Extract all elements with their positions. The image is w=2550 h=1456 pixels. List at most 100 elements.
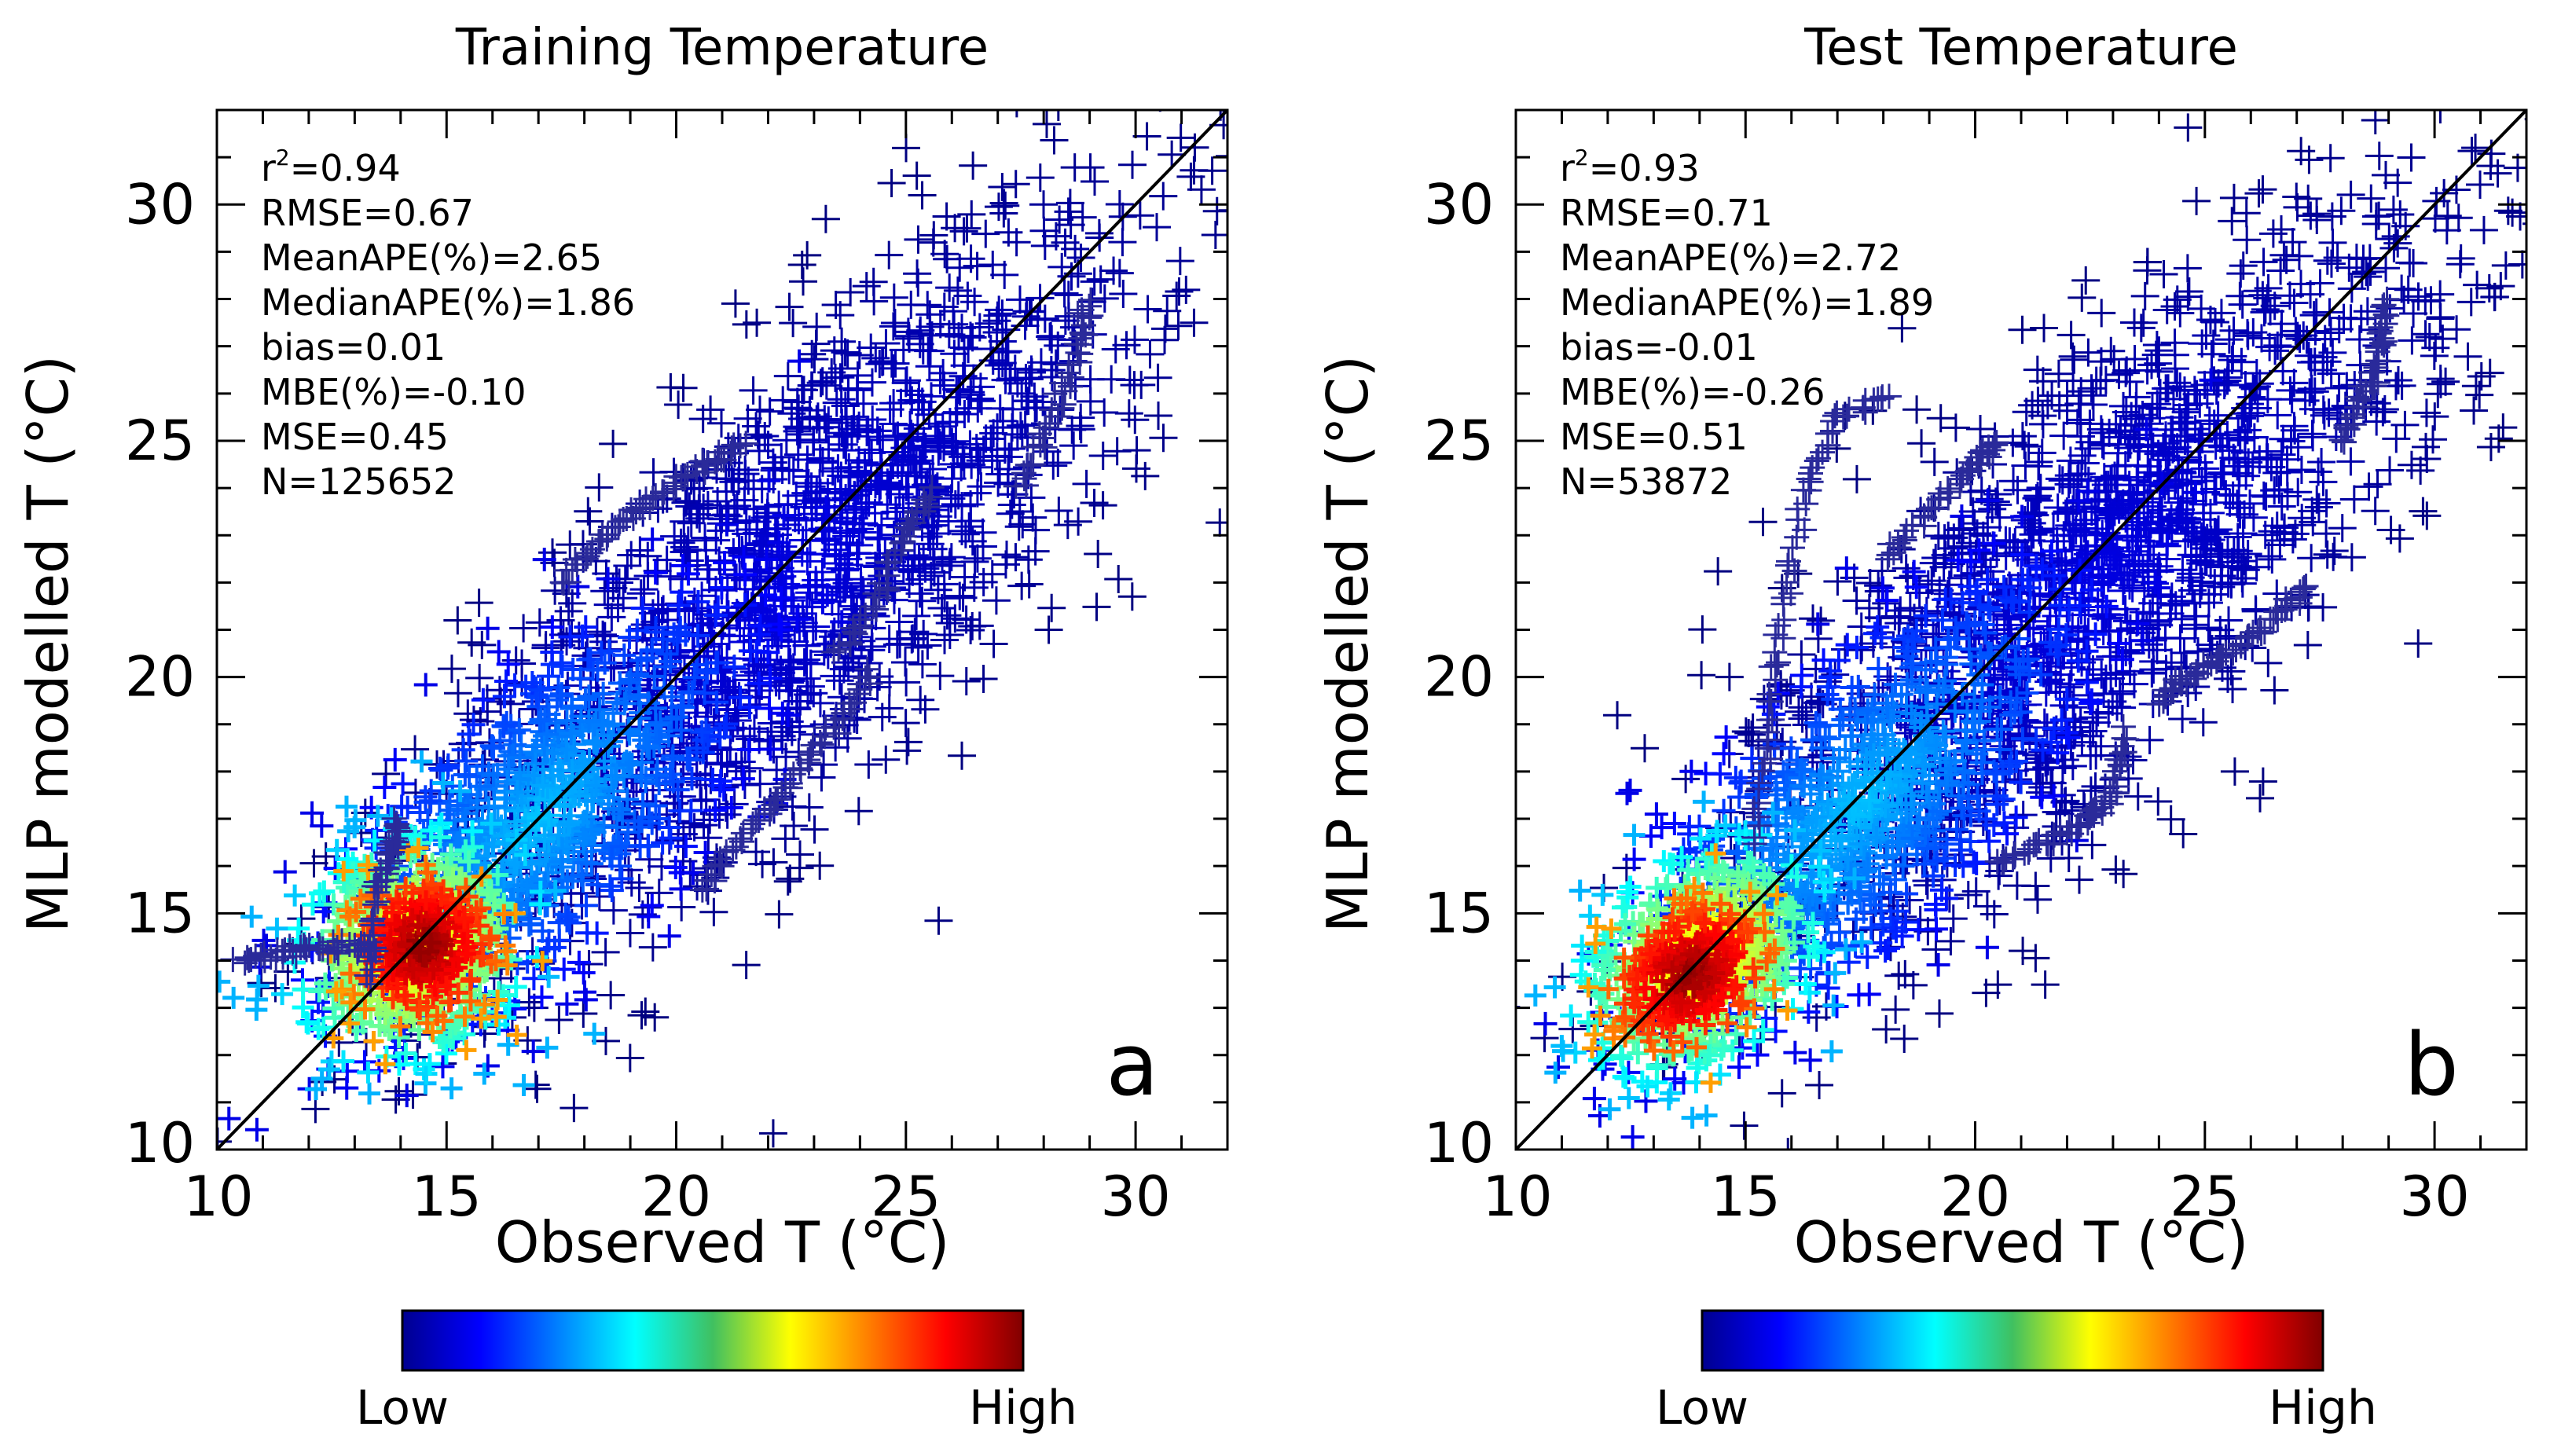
scatter-point <box>2031 970 2060 999</box>
scatter-point <box>607 798 632 822</box>
scatter-point <box>733 563 758 587</box>
scatter-point <box>2229 251 2258 281</box>
axis-ticks <box>215 108 1229 1151</box>
scatter-point <box>381 1085 410 1114</box>
scatter-point <box>496 652 520 677</box>
scatter-point <box>2295 341 2324 370</box>
scatter-point <box>1088 442 1117 471</box>
scatter-point <box>357 1061 380 1084</box>
scatter-point <box>689 811 718 840</box>
scatter-point <box>573 980 597 1004</box>
scatter-point <box>442 959 464 981</box>
scatter-point <box>891 709 920 738</box>
scatter-point <box>240 905 263 928</box>
scatter-point <box>765 900 794 929</box>
scatter-point <box>952 667 981 696</box>
scatter-point <box>572 755 596 779</box>
scatter-point <box>217 1106 241 1131</box>
scatter-point <box>969 567 998 596</box>
scatter-point <box>340 992 361 1013</box>
scatter-point <box>703 486 732 515</box>
scatter-point <box>692 681 717 706</box>
scatter-point <box>2314 398 2343 427</box>
scatter-point <box>808 557 837 586</box>
scatter-point <box>617 670 641 695</box>
scatter-point <box>325 1028 354 1057</box>
scatter-point <box>533 707 557 732</box>
stat-n: N=125652 <box>261 460 457 503</box>
scatter-point <box>1149 182 1178 211</box>
scatter-point <box>1077 293 1103 319</box>
scatter-point <box>1040 126 1069 155</box>
scatter-point <box>984 193 1013 222</box>
scatter-point <box>950 351 979 380</box>
scatter-point <box>454 839 477 862</box>
scatter-point <box>761 453 790 482</box>
scatter-point <box>344 809 367 831</box>
y-tick-label: 30 <box>125 172 195 237</box>
scatter-point <box>555 869 579 893</box>
scatter-point <box>773 867 802 896</box>
scatter-point <box>860 287 889 316</box>
scatter-point <box>714 712 739 736</box>
scatter-point <box>739 376 768 405</box>
scatter-point <box>795 539 824 568</box>
scatter-point <box>827 633 853 659</box>
scatter-point <box>945 253 974 282</box>
scatter-point <box>777 557 806 586</box>
scatter-point <box>892 134 921 163</box>
scatter-point <box>2123 782 2152 811</box>
scatter-point <box>570 863 594 887</box>
scatter-point <box>2276 376 2305 405</box>
scatter-point <box>2249 248 2278 277</box>
scatter-tail <box>1003 287 1104 499</box>
scatter-point <box>1059 365 1084 391</box>
scatter-point <box>1205 508 1227 537</box>
scatter-point <box>2262 512 2291 541</box>
scatter-point <box>530 773 555 798</box>
scatter-point <box>2309 468 2338 497</box>
scatter-point <box>358 1082 381 1105</box>
scatter-point <box>635 646 659 670</box>
scatter-point <box>669 820 698 849</box>
scatter-point <box>288 917 310 940</box>
scatter-point <box>758 737 783 761</box>
scatter-point <box>2461 134 2490 163</box>
scatter-point <box>821 363 850 392</box>
scatter-point <box>688 581 717 611</box>
scatter-point <box>932 202 961 231</box>
scatter-point <box>802 477 831 506</box>
scatter-point <box>1229 370 1257 398</box>
scatter-point <box>825 666 854 695</box>
scatter-point <box>590 577 619 606</box>
scatter-point <box>2526 25 2550 53</box>
scatter-point <box>934 320 963 349</box>
scatter-point <box>2220 445 2249 474</box>
scatter-point <box>933 601 962 630</box>
scatter-point <box>1041 222 1070 251</box>
scatter-point <box>682 666 706 690</box>
scatter-point <box>880 309 909 338</box>
scatter-point <box>2201 431 2230 460</box>
scatter-point <box>2135 725 2164 754</box>
scatter-point <box>1165 277 1194 306</box>
scatter-point <box>1065 300 1091 326</box>
scatter-point <box>703 798 728 823</box>
scatter-point <box>584 773 608 798</box>
scatter-point <box>963 394 992 423</box>
scatter-point <box>906 685 935 714</box>
y-tick-label: 25 <box>125 409 195 473</box>
scatter-point <box>1014 570 1044 599</box>
scatter-point <box>924 906 953 935</box>
scatter-point <box>1888 314 1917 343</box>
scatter-point <box>588 698 612 722</box>
scatter-point <box>366 805 389 827</box>
scatter-point <box>776 668 805 697</box>
scatter-point <box>555 992 579 1016</box>
scatter-point <box>885 607 914 636</box>
scatter-point <box>1101 335 1130 364</box>
stat-rmse: RMSE=0.67 <box>261 192 474 234</box>
scatter-point <box>728 685 753 710</box>
y-axis-label: MLP modelled T (°C) <box>15 355 81 933</box>
